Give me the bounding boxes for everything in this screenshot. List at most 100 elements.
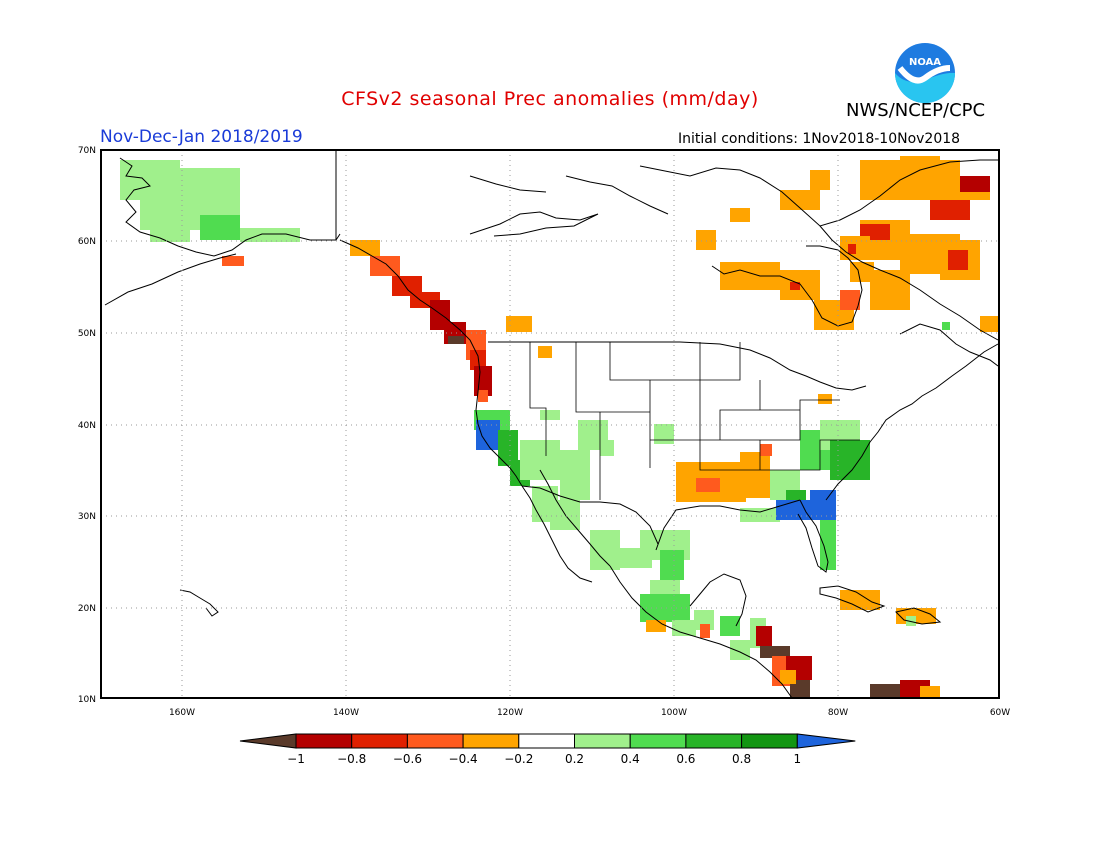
anomaly-cell xyxy=(640,594,690,622)
coastline-baja xyxy=(521,485,593,583)
border-us-canada xyxy=(488,341,867,391)
agency-label: NWS/NCEP/CPC xyxy=(846,100,986,121)
colorbar: −1 −0.8 −0.6 −0.4 −0.2 0.2 0.4 0.6 0.8 1 xyxy=(239,733,856,766)
colorbar-tick-label: −0.8 xyxy=(337,752,366,766)
state-lines xyxy=(529,342,860,500)
coastlines-and-borders xyxy=(104,150,1000,699)
lon-tick-label: 160W xyxy=(169,708,195,718)
anomaly-cell xyxy=(654,424,674,444)
coastline-yucatan xyxy=(689,573,747,627)
anomaly-cell xyxy=(948,250,968,270)
coastline-mexico-pacific xyxy=(609,565,793,699)
anomaly-cell xyxy=(696,478,720,492)
colorbar-tick-label: −0.2 xyxy=(504,752,533,766)
colorbar-tick-label: 0.8 xyxy=(732,752,751,766)
anomaly-cell xyxy=(906,616,916,626)
lon-tick-label: 80W xyxy=(828,708,848,718)
anomaly-cell xyxy=(200,215,240,240)
colorbar-tick-label: −1 xyxy=(287,752,305,766)
lon-tick-label: 60W xyxy=(990,708,1010,718)
colorbar-arrow-left xyxy=(239,733,297,749)
lon-tick-label: 120W xyxy=(497,708,523,718)
anomaly-cell xyxy=(840,290,860,310)
anomaly-cell xyxy=(942,322,950,330)
map-frame xyxy=(100,149,1000,699)
lat-tick-label: 10N xyxy=(78,695,96,705)
border-us-mexico xyxy=(521,485,659,545)
anomaly-cell xyxy=(350,240,380,256)
anomaly-cell xyxy=(900,156,940,176)
coastline-hawaii xyxy=(179,589,219,617)
anomaly-cell xyxy=(720,616,740,636)
noaa-logo-text: NOAA xyxy=(909,57,941,68)
lat-tick-label: 40N xyxy=(78,421,96,431)
colorbar-tick-label: −0.6 xyxy=(393,752,422,766)
anomaly-cell xyxy=(696,230,716,250)
lon-tick-label: 100W xyxy=(661,708,687,718)
colorbar-swatch xyxy=(295,733,353,749)
coastline-california xyxy=(475,409,523,487)
coastline-arctic-3 xyxy=(565,175,669,215)
anomaly-cells xyxy=(120,156,1000,698)
anomaly-cell xyxy=(780,190,820,210)
anomaly-cell xyxy=(672,620,696,636)
coastline-baffin xyxy=(819,225,999,341)
colorbar-tick-label: 0.4 xyxy=(621,752,640,766)
colorbar-swatch xyxy=(685,733,743,749)
colorbar-tick-label: −0.4 xyxy=(449,752,478,766)
anomaly-cell xyxy=(478,390,488,402)
coastline-aleutians xyxy=(104,253,237,306)
anomaly-cell xyxy=(790,680,810,698)
colorbar-swatch xyxy=(406,733,464,749)
coastline-florida xyxy=(797,499,829,573)
anomaly-cell xyxy=(700,624,710,638)
anomaly-cell xyxy=(756,626,772,646)
coastline-arctic-4 xyxy=(469,175,547,193)
coastline-pacific-nw xyxy=(339,239,481,411)
colorbar-swatch xyxy=(629,733,687,749)
noaa-logo-icon: NOAA xyxy=(895,43,955,103)
anomaly-cell xyxy=(538,346,552,358)
anomaly-cell xyxy=(920,686,940,698)
anomaly-cell xyxy=(830,440,870,480)
colorbar-swatch xyxy=(351,733,408,749)
anomaly-cell xyxy=(760,444,772,456)
anomaly-cell xyxy=(780,670,796,684)
anomaly-cell xyxy=(730,640,750,660)
anomaly-cell xyxy=(810,170,830,190)
initial-conditions-label: Initial conditions: 1Nov2018-10Nov2018 xyxy=(678,131,961,147)
anomaly-cell xyxy=(820,520,836,570)
anomaly-cell xyxy=(646,620,666,632)
lat-tick-label: 60N xyxy=(78,237,96,247)
anomaly-cell xyxy=(960,176,990,192)
anomaly-cell xyxy=(560,450,590,500)
anomaly-cell xyxy=(810,490,836,520)
anomaly-cell xyxy=(506,316,532,332)
anomaly-cell xyxy=(870,270,910,310)
coastline-gulf-california xyxy=(539,469,611,567)
anomaly-cell xyxy=(930,200,970,220)
anomaly-cell xyxy=(840,590,880,610)
anomaly-cell xyxy=(392,276,422,296)
anomaly-cell xyxy=(776,500,820,520)
map-title: CFSv2 seasonal Prec anomalies (mm/day) xyxy=(341,88,759,110)
anomaly-cell xyxy=(848,244,856,254)
anomaly-cell xyxy=(540,410,560,420)
coastline-atlantic xyxy=(825,343,999,501)
anomaly-cell xyxy=(740,452,770,498)
coastline-gulf xyxy=(655,499,801,551)
colorbar-swatch xyxy=(462,733,520,749)
anomaly-cell xyxy=(448,336,464,344)
anomaly-cell xyxy=(760,646,790,658)
anomaly-cell xyxy=(498,430,518,466)
lat-tick-label: 50N xyxy=(78,329,96,339)
coastline-labrador xyxy=(899,323,999,367)
coastline-hispaniola xyxy=(895,607,942,625)
colorbar-tick-label: 1 xyxy=(793,752,801,766)
anomaly-cell xyxy=(520,440,560,480)
lat-tick-label: 70N xyxy=(78,146,96,156)
axis-labels: 160W 140W 120W 100W 80W 60W 70N 60N 50N 40N 30N 20N… xyxy=(78,146,1010,718)
coastline-cuba xyxy=(819,585,886,613)
colorbar-swatch xyxy=(741,733,798,749)
